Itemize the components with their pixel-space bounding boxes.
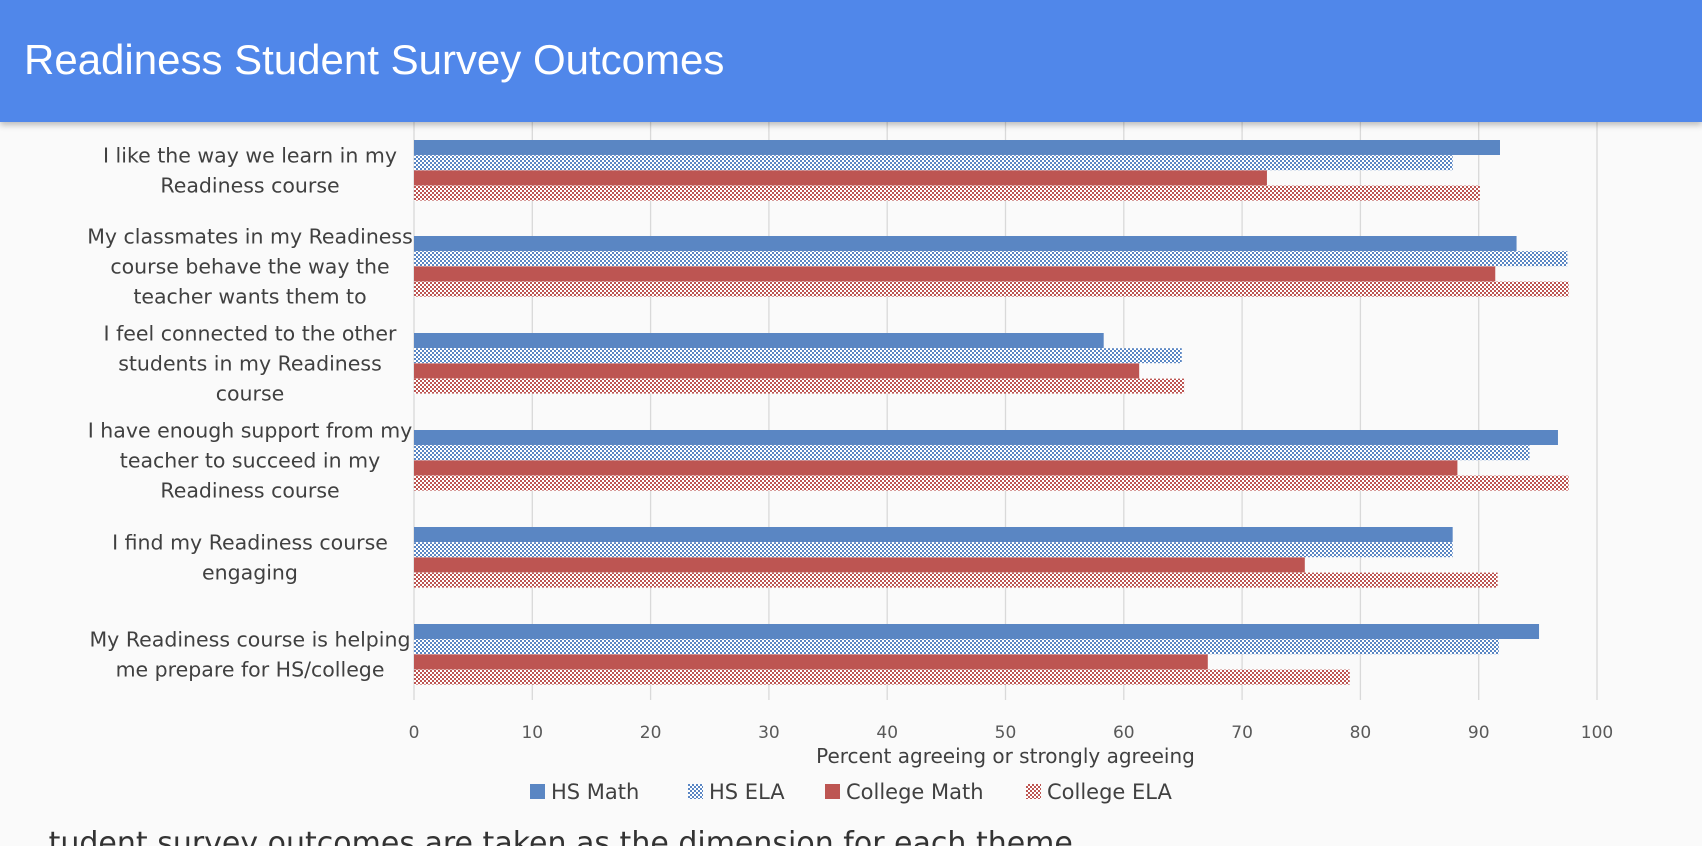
bar-college-ela [414,378,1185,394]
legend-swatch [825,784,840,799]
bar-college-math [414,170,1267,186]
bar-hs-math [414,527,1453,542]
x-tick-label: 30 [758,723,780,743]
bar-hs-ela [414,445,1530,461]
bar-college-ela [414,669,1350,685]
bar-hs-math [414,140,1500,155]
legend-label: College ELA [1047,780,1172,804]
bar-hs-ela [414,639,1499,655]
category-label: I find my Readiness course engaging [112,530,388,584]
legend-swatch [530,784,545,799]
bar-hs-ela [414,155,1453,171]
legend-label: College Math [846,780,984,804]
legend-label: HS ELA [709,780,785,804]
bar-college-ela [414,185,1480,201]
x-tick-label: 80 [1350,723,1372,743]
bar-hs-math [414,333,1104,348]
category-label: I like the way we learn in my Readiness c… [103,143,397,197]
x-tick-label: 20 [640,723,662,743]
bar-college-ela [414,475,1569,491]
category-label: I have enough support from my teacher to … [88,418,413,502]
category-label: My Readiness course is helping me prepare… [90,627,411,681]
legend-swatch [1026,784,1041,799]
x-tick-label: 50 [995,723,1017,743]
bar-college-math [414,266,1496,282]
x-tick-label: 0 [409,723,420,743]
bar-college-ela [414,572,1498,588]
bar-college-math [414,557,1305,573]
footer-text: ...tudent survey outcomes are taken as t… [20,826,1073,846]
bar-hs-math [414,236,1517,251]
x-tick-label: 60 [1113,723,1135,743]
category-label: My classmates in my Readiness course beha… [87,224,413,308]
category-label: I feel connected to the other students in… [104,321,398,405]
bar-college-math [414,363,1140,379]
bar-college-math [414,654,1208,670]
bar-hs-ela [414,348,1182,364]
bar-hs-math [414,430,1558,445]
x-tick-label: 90 [1468,723,1490,743]
legend-swatch [688,784,703,799]
x-tick-label: 70 [1231,723,1253,743]
x-axis-title: Percent agreeing or strongly agreeing [816,744,1195,768]
bar-college-math [414,460,1458,476]
page-title: Readiness Student Survey Outcomes [24,36,725,83]
x-tick-label: 100 [1581,723,1613,743]
bar-hs-math [414,624,1540,639]
bar-hs-ela [414,251,1568,267]
x-tick-label: 40 [876,723,898,743]
bar-college-ela [414,281,1569,297]
legend-label: HS Math [551,780,639,804]
title-bar: Readiness Student Survey Outcomes [0,0,1702,122]
x-tick-label: 10 [521,723,543,743]
bar-hs-ela [414,542,1453,558]
